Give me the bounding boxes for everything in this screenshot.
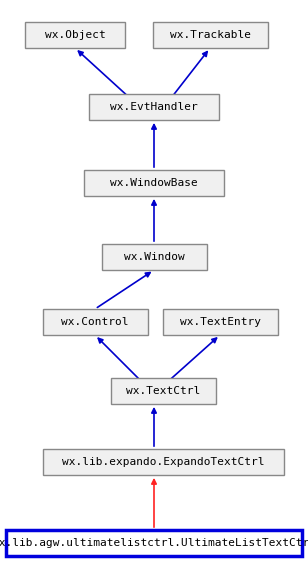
Text: wx.Control: wx.Control (61, 317, 129, 327)
FancyBboxPatch shape (111, 378, 216, 404)
FancyBboxPatch shape (89, 94, 219, 120)
FancyBboxPatch shape (152, 22, 268, 48)
Text: wx.Window: wx.Window (124, 252, 184, 262)
FancyBboxPatch shape (102, 244, 206, 270)
FancyBboxPatch shape (6, 530, 302, 556)
Text: wx.Trackable: wx.Trackable (169, 30, 250, 40)
FancyBboxPatch shape (43, 309, 148, 335)
Text: wx.TextCtrl: wx.TextCtrl (126, 386, 200, 396)
Text: wx.WindowBase: wx.WindowBase (110, 178, 198, 188)
Text: wx.lib.expando.ExpandoTextCtrl: wx.lib.expando.ExpandoTextCtrl (62, 457, 264, 467)
Text: wx.EvtHandler: wx.EvtHandler (110, 102, 198, 112)
FancyBboxPatch shape (25, 22, 125, 48)
Text: wx.TextEntry: wx.TextEntry (180, 317, 261, 327)
Text: wx.Object: wx.Object (45, 30, 105, 40)
FancyBboxPatch shape (84, 170, 224, 196)
FancyBboxPatch shape (43, 449, 283, 475)
FancyBboxPatch shape (163, 309, 278, 335)
Text: wx.lib.agw.ultimatelistctrl.UltimateListTextCtrl: wx.lib.agw.ultimatelistctrl.UltimateList… (0, 538, 308, 548)
